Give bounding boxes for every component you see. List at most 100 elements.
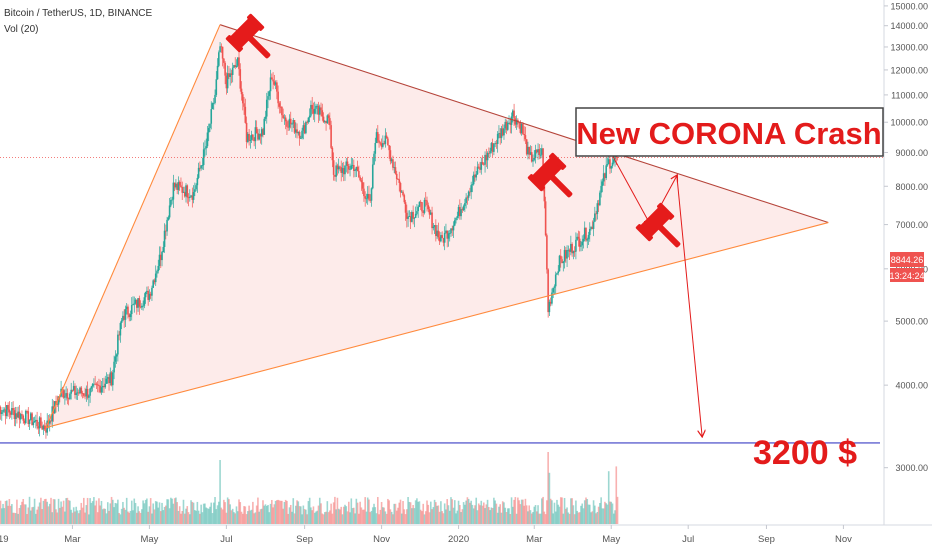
candle [284,115,287,130]
candle-body [355,166,358,171]
candle [382,135,384,149]
candle [389,145,392,165]
volume-bar [124,509,127,524]
candle [30,411,32,421]
candle-body [461,209,464,211]
candle [134,298,137,305]
candle [142,300,144,311]
candle [26,409,28,414]
candle [413,216,416,228]
candle [240,81,243,101]
headline-text: New CORONA Crash [576,116,881,151]
volume-bar [134,502,137,524]
candle [209,123,211,133]
candle-body [586,239,589,241]
candle [118,331,120,341]
candle-body [67,398,70,400]
candle-body [541,148,543,155]
volume-bar [235,506,238,524]
candle [337,158,340,174]
volume-bar [248,505,250,524]
price-axis[interactable]: 3000.004000.005000.006000.007000.008000.… [884,1,928,473]
candle-body [225,75,228,89]
candle-body [120,320,123,323]
volume-bar [505,512,508,524]
candle [224,61,226,85]
volume-bar [72,507,75,524]
volume-bar [428,512,431,524]
volume-bar [580,505,582,524]
volume-bar [47,506,50,524]
volume-bar [144,499,147,524]
candle [194,182,196,197]
candle-body [421,202,423,212]
candle-body [157,265,160,272]
volume-bar [337,508,340,524]
candle [344,165,346,181]
candle [170,196,172,208]
volume-bar [429,501,432,524]
volume-bar [165,505,167,524]
candle [585,227,587,242]
candle [109,367,112,386]
candle [510,112,513,134]
candle-body [322,116,325,123]
volume-bar [86,497,89,524]
candle-body [112,372,114,386]
candle-body [307,117,310,123]
candle-body [599,192,601,206]
candle-body [346,161,349,167]
candle [45,422,47,439]
candle-body [544,201,547,236]
volume-bar [59,507,61,524]
candle [373,151,375,166]
candle [187,193,190,207]
candle [235,59,238,68]
candle-body [436,230,438,237]
candle-body [318,107,321,115]
candle [76,388,79,400]
candle [283,114,286,125]
candle-body [91,384,94,387]
volume-bar [488,507,490,524]
candle [163,223,166,253]
volume-bar [85,505,88,524]
volume-bar [192,502,195,524]
volume-bar [413,508,416,524]
candle-body [383,143,385,144]
volume-bar [437,505,440,524]
candle [129,310,132,322]
volume-bar [446,499,449,524]
candle [48,414,51,432]
candle-body [416,211,418,214]
volume-bar [185,508,187,524]
candle-body [345,161,348,166]
volume-bar [378,514,380,524]
volume-bar [461,509,464,524]
candle [202,142,205,171]
candle [347,163,350,174]
candle [62,389,65,399]
candle [110,371,113,387]
candle-body [265,99,268,117]
candle-body [241,94,244,104]
candle-body [94,383,96,385]
volume-bar [61,506,64,524]
volume-bar [440,501,442,524]
candle-body [358,171,360,178]
candle-body [530,152,533,162]
time-tick-label: Mar [64,534,80,545]
candle-body [609,159,611,169]
volume-bar [79,510,81,524]
candle-body [554,274,557,287]
candle-body [301,130,303,139]
volume-bar [277,499,279,524]
volume-bar [284,499,287,524]
candle-body [239,69,242,89]
candle [467,190,470,201]
candle [282,108,284,120]
candle-body [298,131,301,139]
volume-bar [316,510,319,524]
time-axis[interactable]: 2019 Mar May Jul Sep Nov 2020 Mar May Jul Sep Nov [0,525,852,545]
